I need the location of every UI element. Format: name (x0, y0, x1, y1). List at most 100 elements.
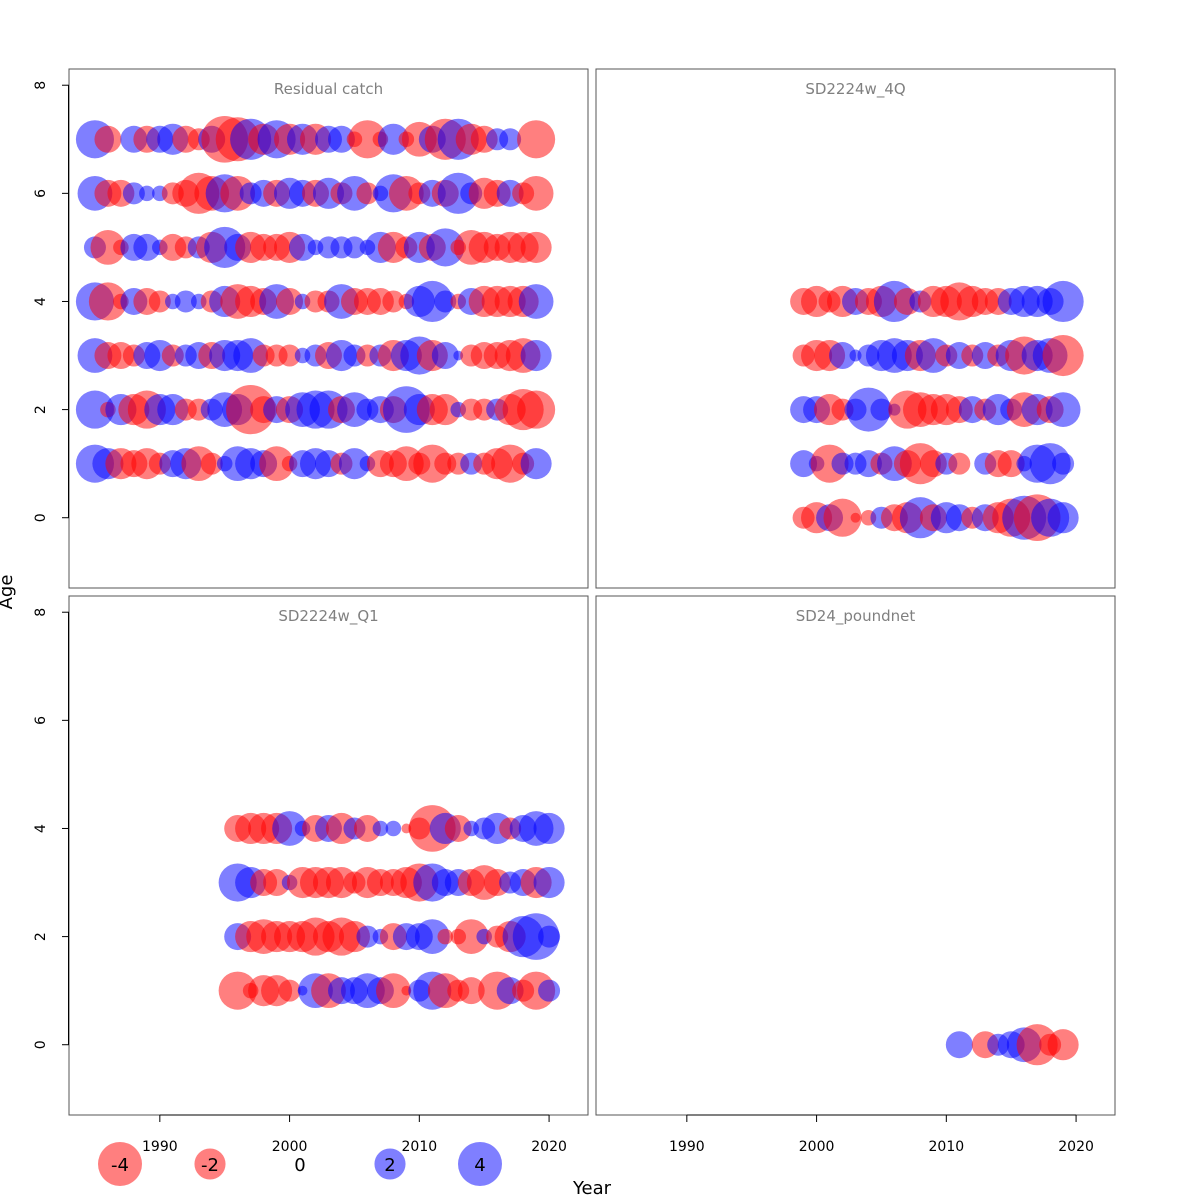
bubble-point (356, 182, 379, 205)
bubble-point (1045, 392, 1081, 427)
bubble-point (218, 971, 257, 1010)
panel-title: SD2224w_4Q (805, 80, 905, 99)
x-tick-label: 2020 (1058, 1139, 1094, 1155)
bubble-point (88, 282, 127, 321)
bubble-point (90, 230, 126, 265)
bubble-point (533, 812, 565, 845)
x-tick-label: 1990 (669, 1139, 705, 1155)
panel-title: SD2224w_Q1 (278, 607, 378, 626)
bubble-point (520, 231, 552, 263)
bubble-point (414, 919, 450, 954)
legend-label: -4 (111, 1155, 129, 1176)
bubble-point (997, 450, 1025, 478)
y-tick-label: 6 (33, 189, 49, 198)
bubble-point (538, 979, 561, 1002)
y-tick-label: 0 (33, 1040, 49, 1049)
y-tick-label: 2 (33, 932, 49, 941)
bubble-point (289, 233, 317, 261)
panel-title: SD24_poundnet (796, 607, 916, 626)
bubble-point (200, 452, 223, 475)
bubble-point (139, 185, 155, 202)
x-tick-label: 1990 (142, 1139, 178, 1155)
bubble-point (278, 979, 301, 1002)
legend-bubble (374, 1148, 406, 1180)
bubble-point (444, 814, 472, 842)
bubble-point (512, 913, 560, 960)
x-tick-label: 2000 (799, 1139, 835, 1155)
legend-bubble (98, 1142, 142, 1186)
bubble-point (343, 236, 366, 259)
y-tick-label: 6 (33, 716, 49, 725)
bubble-point (1042, 334, 1084, 377)
bubble-point (122, 182, 145, 205)
bubble-point (518, 284, 554, 319)
legend-label: 2 (384, 1155, 395, 1176)
bubble-point (133, 233, 161, 261)
bubble-point (434, 290, 457, 313)
bubble-point (1047, 1029, 1079, 1061)
bubble-point (328, 125, 355, 153)
bubble-point (499, 128, 522, 151)
panel-title: Residual catch (274, 80, 383, 98)
bubble-point (518, 175, 554, 211)
legend-bubble (194, 1148, 226, 1180)
bubble-point (1052, 452, 1075, 475)
bubble-point (278, 344, 301, 367)
bubble-point (377, 123, 409, 155)
bubble-point (356, 925, 379, 948)
bubble-point (846, 387, 891, 432)
bubble-point (148, 290, 171, 313)
bubble-point (174, 290, 197, 313)
x-axis-title: Year (572, 1178, 612, 1199)
legend-label: -2 (201, 1155, 219, 1176)
bubble-point (948, 452, 971, 475)
y-tick-label: 4 (33, 297, 49, 306)
y-tick-label: 0 (33, 513, 49, 522)
bubble-point (517, 120, 556, 159)
bubble-point (94, 125, 122, 153)
bubble-point (348, 120, 387, 159)
panel-frame (595, 68, 1116, 589)
bubble-point (429, 394, 461, 426)
bubble-point (517, 390, 556, 429)
x-tick-label: 2000 (272, 1139, 308, 1155)
bubble-point (520, 448, 552, 480)
y-axis-title: Age (0, 575, 17, 610)
bubble-point (457, 977, 485, 1005)
y-tick-label: 8 (33, 81, 49, 90)
x-tick-label: 2010 (402, 1139, 438, 1155)
bubble-point (338, 448, 371, 480)
legend-bubble (458, 1142, 502, 1186)
bubble-point (850, 512, 861, 523)
legend-label: 0 (294, 1155, 305, 1176)
y-tick-label: 4 (33, 824, 49, 833)
legend-label: 4 (474, 1155, 485, 1176)
bubble-point (538, 925, 561, 948)
y-tick-label: 2 (33, 405, 49, 414)
bubble-point (75, 390, 115, 429)
bubble-point (431, 342, 459, 370)
panel-frame (68, 595, 589, 1116)
bubble-point (437, 928, 454, 945)
bubble-point (870, 398, 893, 421)
bubble-point (823, 498, 862, 537)
y-tick-label: 8 (33, 608, 49, 617)
bubble-point (453, 919, 489, 954)
bubble-point (945, 1031, 973, 1059)
bubble-point (385, 820, 402, 837)
bubble-point (1047, 502, 1079, 534)
bubble-point (272, 811, 307, 846)
bubble-point (426, 228, 465, 267)
bubble-point (372, 820, 389, 837)
bubble-point (375, 973, 411, 1009)
bubble-point (533, 866, 565, 899)
bubble-point (1042, 280, 1084, 323)
x-tick-label: 2020 (531, 1139, 567, 1155)
x-tick-label: 2010 (929, 1139, 965, 1155)
bubble-point (353, 814, 381, 842)
bubble-point (276, 287, 304, 315)
bubble-point (259, 446, 294, 482)
bubble-point (520, 339, 552, 372)
